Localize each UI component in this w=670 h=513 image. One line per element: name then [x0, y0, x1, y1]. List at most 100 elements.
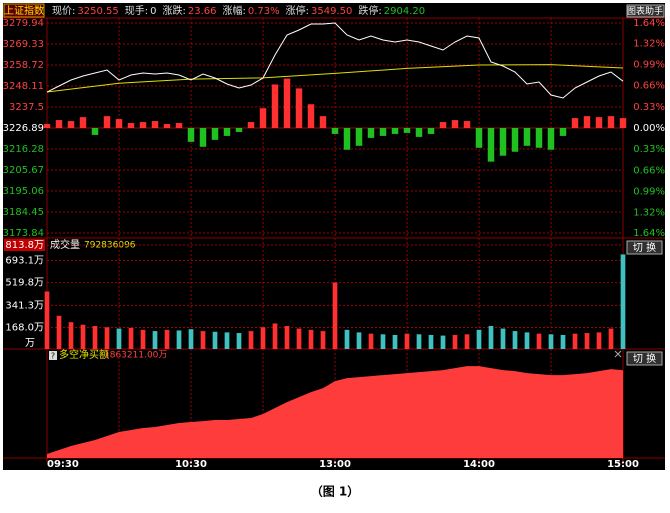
strength-bar: [535, 128, 543, 148]
y-tick-label: 3258.72: [3, 60, 44, 71]
y-tick-label: 3173.84: [3, 228, 44, 239]
strength-bar: [103, 116, 111, 128]
y-tick-label: 3248.11: [3, 81, 44, 92]
strength-bar: [391, 128, 399, 134]
strength-bar: [55, 120, 63, 128]
volume-bar: [332, 282, 338, 349]
volume-bar: [296, 328, 302, 349]
volume-bar: [188, 329, 194, 349]
strength-bar: [607, 116, 615, 128]
volume-bar: [524, 332, 530, 349]
strength-bar: [127, 123, 135, 128]
y2-tick-label: 0.33%: [633, 102, 665, 113]
y-tick-label: 3195.06: [3, 186, 44, 197]
strength-bar: [367, 128, 375, 138]
header-label: 涨幅:: [223, 4, 246, 17]
volume-bar: [272, 323, 278, 349]
y2-tick-label: 0.99%: [633, 60, 665, 71]
x-tick-label: 10:30: [175, 459, 207, 470]
tick-highlight: [4, 239, 45, 251]
helper-button-text[interactable]: 图表助手: [627, 5, 663, 17]
strength-bar: [235, 128, 243, 132]
y2-tick-label: 1.64%: [633, 18, 665, 29]
price-line: [46, 64, 624, 93]
strength-bar: [379, 128, 387, 136]
volume-bar: [500, 328, 506, 349]
y-tick-label: 3205.67: [3, 165, 44, 176]
switch-button-text[interactable]: 切 换: [633, 241, 656, 254]
index-title: 上证指数: [4, 4, 44, 17]
strength-bar: [115, 119, 123, 128]
volume-bar: [596, 332, 602, 349]
volume-bar: [236, 333, 242, 349]
volume-bar: [416, 334, 422, 349]
volume-bar: [140, 329, 146, 349]
net-area: [47, 366, 623, 458]
strength-bar: [259, 108, 267, 128]
volume-bar: [44, 291, 50, 349]
strength-bar: [223, 128, 231, 136]
volume-bar: [224, 332, 230, 349]
volume-bar: [548, 334, 554, 349]
header-value: 0.73%: [248, 6, 280, 17]
y2-tick-label: 0.99%: [633, 186, 665, 197]
strength-bar: [475, 128, 483, 148]
y2-tick-label: 1.32%: [633, 208, 665, 219]
header-label: 跌停:: [358, 4, 381, 17]
volume-bar: [56, 315, 62, 349]
strength-bar: [523, 128, 531, 146]
volume-unit: 万: [25, 338, 35, 349]
volume-bar: [116, 328, 122, 349]
y2-tick-label: 0.00%: [633, 123, 665, 134]
strength-bar: [247, 122, 255, 128]
volume-bar: [488, 325, 494, 349]
y2-tick-label: 0.33%: [633, 144, 665, 155]
volume-bar: [128, 327, 134, 349]
volume-bar: [572, 333, 578, 349]
strength-bar: [199, 128, 207, 147]
net-latest: 1863211.00万: [104, 351, 167, 361]
y-tick-label: 341.3万: [5, 300, 44, 311]
strength-bar: [151, 121, 159, 128]
strength-bar: [559, 128, 567, 136]
volume-bar: [176, 330, 182, 349]
volume-bar: [212, 331, 218, 349]
header-label: 涨跌:: [162, 4, 185, 17]
volume-bar: [92, 325, 98, 349]
switch-button-text[interactable]: 切 换: [633, 352, 656, 365]
strength-bar: [439, 122, 447, 128]
volume-bar: [152, 331, 158, 349]
header-value: 0: [150, 6, 156, 17]
volume-bar: [512, 331, 518, 349]
switch-button[interactable]: [626, 240, 663, 255]
switch-button[interactable]: [626, 351, 663, 366]
strength-bar: [271, 84, 279, 128]
volume-bar: [560, 334, 566, 349]
strength-bar: [187, 128, 195, 142]
close-icon[interactable]: [614, 350, 622, 358]
strength-bar: [67, 121, 75, 128]
title-box: [3, 3, 45, 18]
help-icon[interactable]: [49, 351, 57, 360]
helper-button[interactable]: [626, 4, 665, 18]
strength-bar: [79, 117, 87, 128]
strength-bar: [547, 128, 555, 150]
volume-bar: [248, 331, 254, 349]
help-icon-text[interactable]: ?: [51, 352, 55, 361]
net-title: 多空净买额: [59, 348, 109, 361]
volume-total: 792836096: [84, 241, 136, 251]
x-tick-label: 14:00: [463, 459, 495, 470]
strength-bar: [355, 128, 363, 146]
volume-bar: [260, 327, 266, 349]
y-tick-label: 3226.89: [3, 123, 44, 134]
strength-bar: [175, 123, 183, 128]
volume-bar: [344, 329, 350, 349]
header-value: 23.66: [188, 6, 217, 17]
volume-bar: [584, 333, 590, 349]
volume-bar: [104, 327, 110, 349]
volume-bar: [404, 333, 410, 349]
header-value: 2904.20: [384, 6, 425, 17]
header-label: 现价:: [52, 5, 75, 17]
caption: （图 1）: [311, 484, 360, 499]
